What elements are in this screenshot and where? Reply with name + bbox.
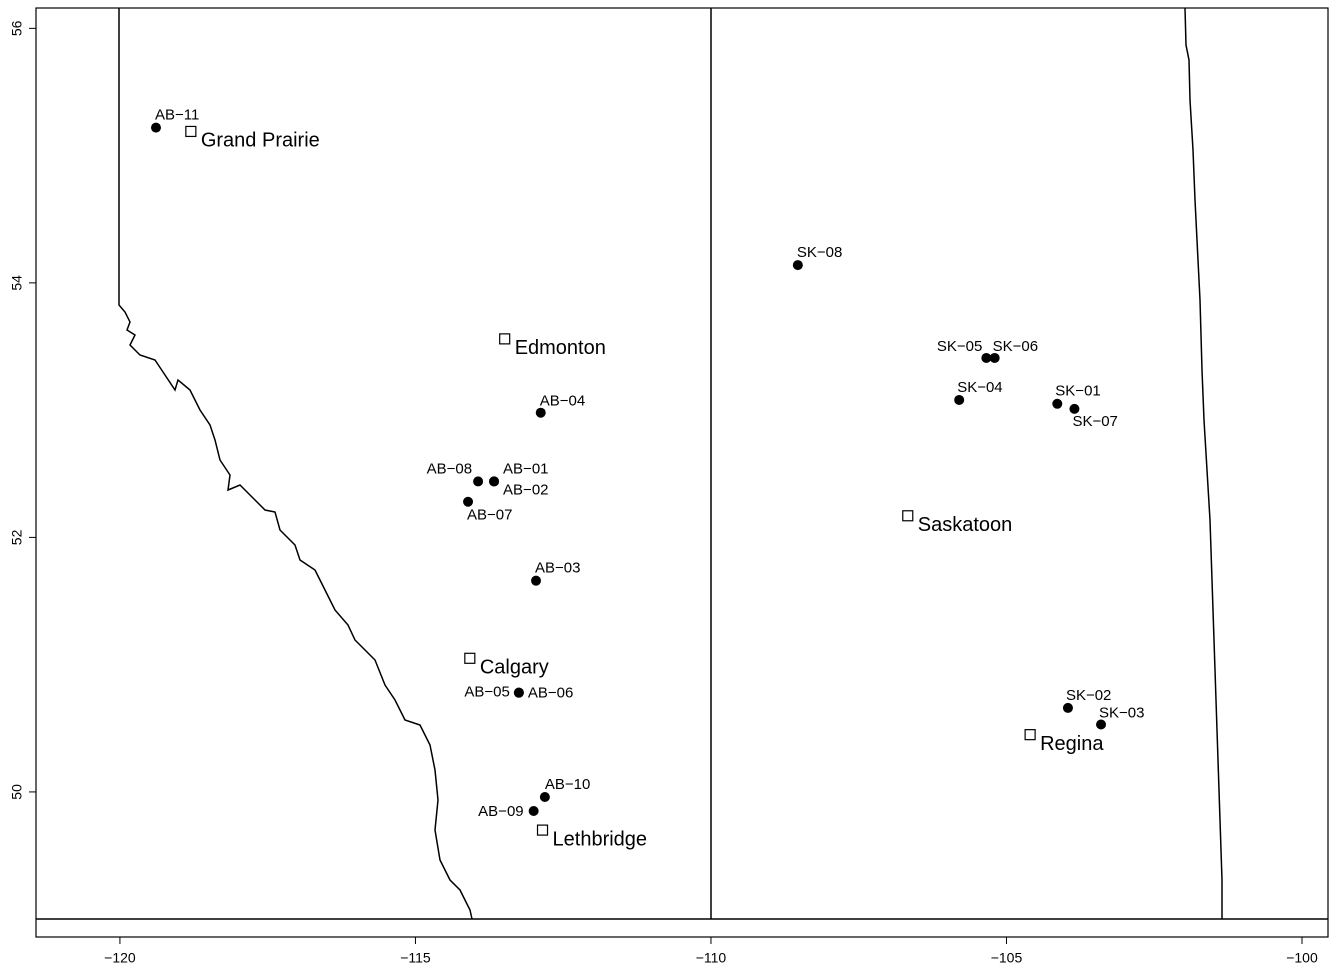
site-point (954, 394, 965, 405)
site-label: SK−07 (1072, 413, 1117, 430)
city-label: Regina (1040, 733, 1104, 755)
y-tick-label: 50 (9, 784, 25, 800)
x-tick-label: −115 (400, 950, 431, 966)
site-point (981, 352, 992, 363)
site-point (489, 476, 500, 487)
site-label: AB−07 (467, 507, 512, 524)
y-tick-label: 52 (9, 529, 25, 545)
bc-alberta-border (118, 8, 473, 920)
site-label: AB−05 (464, 684, 509, 701)
city-label: Calgary (480, 657, 549, 679)
saskatchewan-manitoba-border (1184, 7, 1223, 919)
x-tick-label: −100 (1286, 950, 1318, 966)
y-tick-label: 54 (9, 275, 25, 291)
site-label: AB−08 (427, 460, 472, 477)
site-point (535, 407, 546, 418)
site-point (463, 496, 474, 507)
city-marker (464, 652, 476, 664)
site-point (513, 687, 524, 698)
site-point (792, 260, 803, 271)
site-point (1096, 719, 1107, 730)
site-label: AB−06 (528, 685, 573, 702)
site-label: AB−10 (545, 776, 590, 793)
site-label: AB−04 (540, 393, 585, 410)
site-label: AB−09 (478, 803, 523, 820)
y-tick-label: 56 (9, 20, 25, 36)
site-label: AB−02 (503, 481, 548, 498)
city-label: Edmonton (515, 337, 606, 359)
site-label: SK−01 (1055, 383, 1100, 400)
city-label: Saskatoon (918, 514, 1013, 536)
site-point (473, 476, 484, 487)
city-label: Grand Prairie (201, 130, 320, 152)
city-label: Lethbridge (553, 828, 648, 850)
site-label: AB−03 (535, 560, 580, 577)
x-tick-label: −110 (696, 950, 727, 966)
site-point (150, 122, 161, 133)
city-marker (536, 824, 549, 836)
site-label: AB−11 (155, 107, 199, 124)
plot-frame (35, 7, 1329, 938)
site-label: AB−01 (503, 460, 548, 477)
site-point (531, 575, 542, 586)
city-marker (185, 125, 197, 138)
site-label: SK−04 (957, 379, 1002, 396)
site-point (528, 806, 539, 817)
site-label: SK−06 (993, 338, 1038, 355)
city-marker (499, 333, 511, 345)
site-point (1052, 398, 1063, 409)
site-point (1062, 702, 1073, 713)
site-point (539, 792, 550, 803)
city-marker (1024, 729, 1036, 741)
site-label: SK−05 (937, 338, 982, 355)
site-label: SK−08 (797, 244, 842, 261)
x-tick-label: −120 (104, 950, 136, 966)
site-label: SK−02 (1066, 687, 1111, 704)
city-marker (902, 510, 914, 522)
site-point (1069, 403, 1080, 414)
x-tick-label: −105 (991, 950, 1023, 966)
site-point (989, 352, 1000, 363)
site-label: SK−03 (1099, 704, 1144, 721)
